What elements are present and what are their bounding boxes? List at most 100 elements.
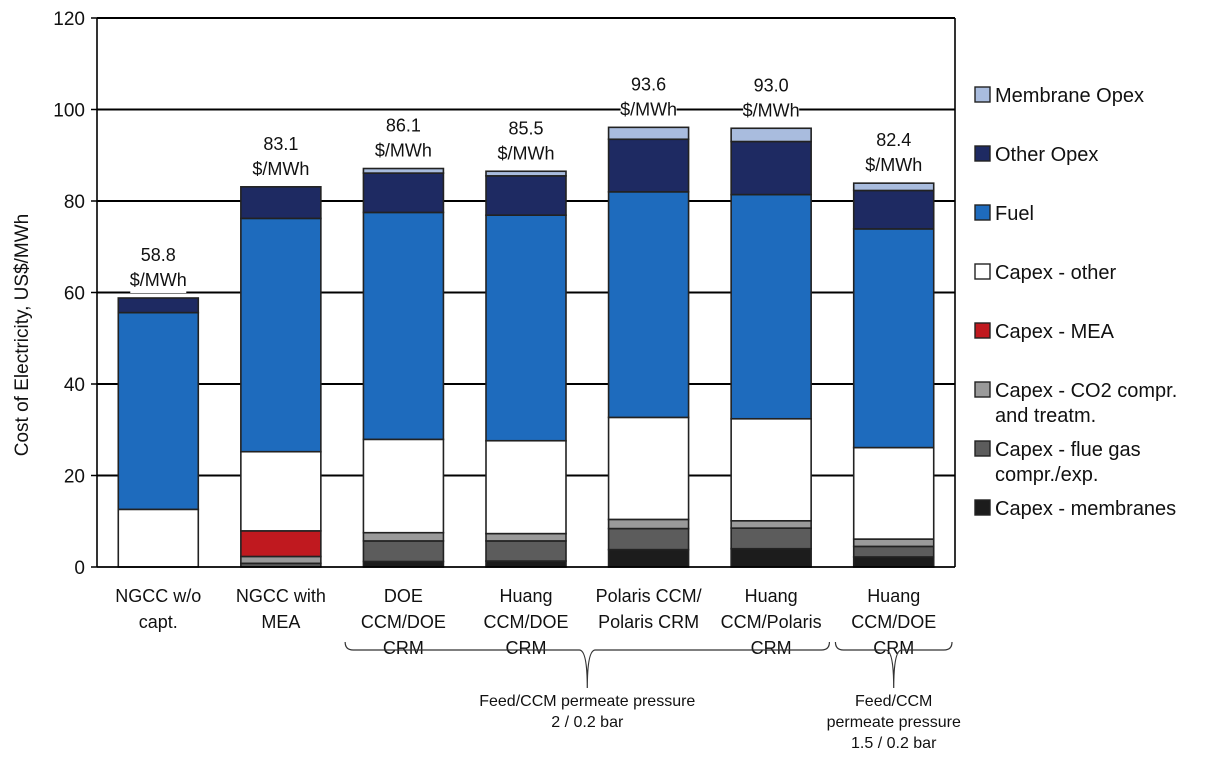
bar-segment bbox=[117, 508, 200, 568]
legend-swatch bbox=[974, 440, 991, 457]
bar-segment bbox=[730, 417, 812, 522]
total-label: 93.6 $/MWh bbox=[620, 70, 677, 123]
category-label: CCM/DOE bbox=[851, 612, 936, 632]
y-tick-label: 120 bbox=[53, 9, 85, 30]
category-label: DOE bbox=[384, 586, 423, 606]
total-label-line: $/MWh bbox=[130, 270, 187, 290]
bar-segment bbox=[117, 297, 200, 314]
bar-segment bbox=[730, 547, 812, 568]
bar-segment bbox=[607, 518, 690, 530]
bar-segment bbox=[607, 548, 690, 568]
bar-segment bbox=[485, 214, 567, 442]
bar-segment bbox=[240, 186, 322, 220]
bar-segment bbox=[117, 311, 200, 511]
bars bbox=[117, 126, 935, 568]
total-labels: 58.8$/MWh83.1$/MWh86.1$/MWh85.5$/MWh93.6… bbox=[130, 70, 922, 293]
bracket-label: Feed/CCM bbox=[855, 693, 932, 710]
category-label: Huang bbox=[867, 586, 920, 606]
category-label: NGCC w/o bbox=[115, 586, 201, 606]
legend-item: Capex - MEA bbox=[974, 321, 1115, 343]
bar-segment bbox=[852, 545, 935, 558]
total-label: 82.4 $/MWh bbox=[865, 126, 922, 179]
total-label-line: $/MWh bbox=[375, 141, 432, 161]
total-label-line: 93.0 bbox=[754, 75, 789, 95]
total-label-bg bbox=[130, 240, 187, 293]
bar-segment bbox=[362, 438, 445, 534]
bar-segment bbox=[240, 450, 322, 532]
category-label: CCM/DOE bbox=[484, 612, 569, 632]
bracket-label: permeate pressure bbox=[827, 714, 961, 731]
total-label: 58.8 $/MWh bbox=[130, 240, 187, 293]
total-label-line: 86.1 bbox=[386, 116, 421, 136]
group-bracket bbox=[344, 641, 831, 689]
y-tick-label: 80 bbox=[64, 192, 85, 213]
bar-segment bbox=[730, 127, 812, 143]
total-label: 86.1 $/MWh bbox=[375, 111, 432, 164]
total-label: 83.1 $/MWh bbox=[252, 129, 309, 182]
category-labels: NGCC w/o capt. NGCC with MEA DOE CCM/DOE CRM Hu… bbox=[115, 586, 936, 658]
total-label-line: 58.8 bbox=[141, 245, 176, 265]
legend-item: Capex - other bbox=[974, 262, 1117, 284]
legend: Membrane Opex Other Opex Fuel Capex - other… bbox=[974, 85, 1177, 520]
total-label-line: 93.6 bbox=[631, 74, 666, 94]
bar-segment bbox=[607, 527, 690, 551]
legend-item: Membrane Opex bbox=[974, 85, 1144, 107]
bar-segment bbox=[730, 193, 812, 420]
bracket-label: 1.5 / 0.2 bar bbox=[851, 735, 937, 752]
legend-item: Capex - flue gas compr./exp. bbox=[974, 439, 1141, 486]
legend-swatch bbox=[974, 86, 991, 103]
legend-label: Membrane Opex bbox=[995, 85, 1144, 107]
y-tick-label: 100 bbox=[53, 101, 85, 122]
bar-segment bbox=[362, 211, 445, 441]
bar-segment bbox=[240, 217, 322, 453]
legend-label: Capex - membranes bbox=[995, 498, 1176, 520]
legend-label: Capex - CO2 compr. bbox=[995, 380, 1177, 402]
total-label-bg bbox=[743, 71, 800, 124]
bracket-label: 2 / 0.2 bar bbox=[551, 714, 624, 731]
group-brackets: Feed/CCM permeate pressure 2 / 0.2 bar Fee… bbox=[344, 641, 961, 752]
bar-segment bbox=[852, 228, 935, 449]
bar-segment bbox=[852, 182, 935, 192]
bar-segment bbox=[362, 167, 445, 174]
total-label: 85.5 $/MWh bbox=[497, 114, 555, 167]
bar-segment bbox=[485, 175, 567, 216]
legend-item: Capex - CO2 compr. and treatm. bbox=[974, 380, 1177, 427]
bar-segment bbox=[240, 530, 322, 558]
category-label: CCM/DOE bbox=[361, 612, 446, 632]
bar-segment bbox=[362, 540, 445, 563]
legend-label: compr./exp. bbox=[995, 464, 1098, 486]
legend-item: Other Opex bbox=[974, 144, 1098, 166]
category-label: capt. bbox=[139, 612, 178, 632]
bar-segment bbox=[362, 531, 445, 542]
legend-swatch bbox=[974, 204, 991, 221]
total-label-line: 83.1 bbox=[263, 134, 298, 154]
legend-label: Capex - other bbox=[995, 262, 1117, 284]
bar-segment bbox=[607, 138, 690, 193]
legend-item: Capex - membranes bbox=[974, 498, 1176, 520]
category-label: CCM/Polaris bbox=[721, 612, 822, 632]
y-axis-label: Cost of Electricity, US$/MWh bbox=[12, 214, 33, 456]
bar-segment bbox=[607, 126, 690, 141]
bar-segment bbox=[485, 170, 567, 177]
legend-label: Capex - MEA bbox=[995, 321, 1115, 343]
total-label: 93.0 $/MWh bbox=[743, 71, 800, 124]
total-label-bg bbox=[252, 129, 309, 182]
legend-label: Other Opex bbox=[995, 144, 1098, 166]
category-label: Huang bbox=[745, 586, 798, 606]
y-tick-label: 40 bbox=[64, 375, 85, 396]
bracket-label: Feed/CCM permeate pressure bbox=[479, 693, 695, 710]
bar-segment bbox=[485, 439, 567, 535]
y-tick-label: 60 bbox=[64, 284, 85, 305]
y-tick-label: 0 bbox=[74, 558, 85, 579]
legend-label: Fuel bbox=[995, 203, 1034, 225]
bar-segment bbox=[852, 189, 935, 230]
total-label-line: $/MWh bbox=[865, 155, 922, 175]
bar-segment bbox=[852, 538, 935, 548]
total-label-line: $/MWh bbox=[620, 99, 677, 119]
legend-swatch bbox=[974, 263, 991, 280]
bar-segment bbox=[730, 140, 812, 196]
legend-swatch bbox=[974, 381, 991, 398]
y-tick-label: 20 bbox=[64, 467, 85, 488]
bar-segment bbox=[730, 527, 812, 550]
